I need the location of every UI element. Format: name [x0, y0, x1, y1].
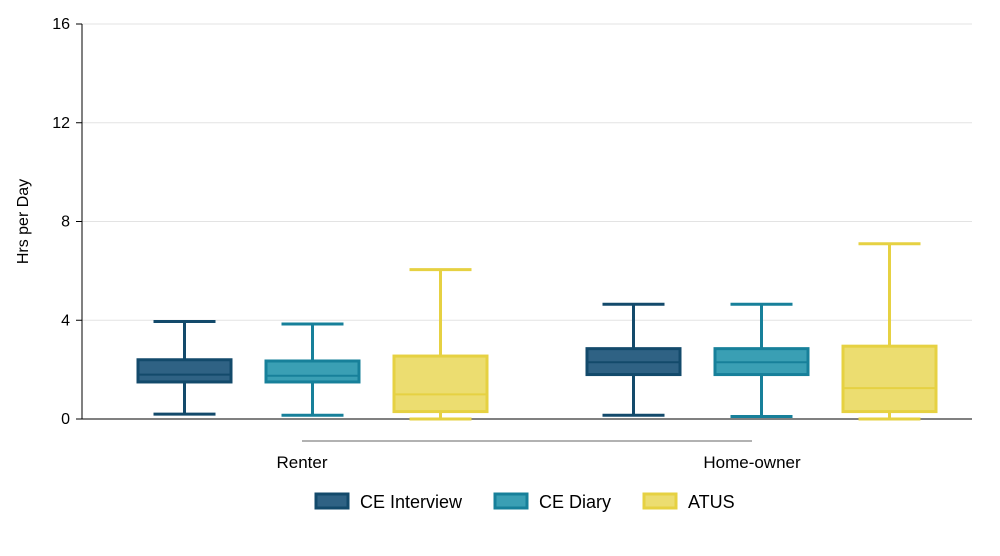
- box-ce-diary-home-owner: [713, 302, 810, 419]
- iqr-box: [136, 358, 233, 384]
- legend-swatch: [314, 492, 350, 510]
- category-label: Renter: [276, 453, 327, 472]
- y-tick-label: 16: [52, 16, 70, 33]
- iqr-box: [264, 359, 361, 384]
- box-ce-diary-renter: [264, 322, 361, 417]
- y-axis-ticks: 0 4 8 12 16: [52, 16, 82, 428]
- legend-swatch: [642, 492, 678, 510]
- iqr-box: [392, 354, 489, 414]
- box-ce-interview-renter: [136, 319, 233, 416]
- y-tick-label: 0: [61, 411, 70, 428]
- category-labels: Renter Home-owner: [276, 453, 801, 472]
- y-tick-label: 12: [52, 115, 70, 132]
- legend-item: ATUS: [642, 492, 735, 512]
- legend-item: CE Diary: [493, 492, 611, 512]
- legend-label: CE Interview: [360, 492, 463, 512]
- gridlines: [82, 23, 972, 321]
- y-axis-title: Hrs per Day: [15, 179, 32, 264]
- box-atus-home-owner: [841, 242, 938, 421]
- legend-label: CE Diary: [539, 492, 611, 512]
- iqr-box: [841, 344, 938, 414]
- category-label: Home-owner: [703, 453, 801, 472]
- legend: CE Interview CE Diary ATUS: [314, 492, 735, 512]
- legend-label: ATUS: [688, 492, 735, 512]
- legend-swatch: [493, 492, 529, 510]
- legend-item: CE Interview: [314, 492, 463, 512]
- y-tick-label: 8: [61, 214, 70, 231]
- box-atus-renter: [392, 268, 489, 421]
- box-series: [136, 242, 938, 421]
- y-tick-label: 4: [61, 312, 70, 329]
- box-ce-interview-home-owner: [585, 302, 682, 417]
